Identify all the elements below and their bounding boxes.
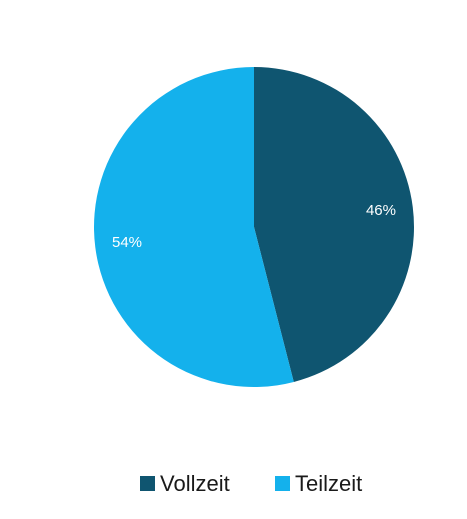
pie-slice [93,67,294,387]
legend-swatch [140,476,155,491]
pie-slice [254,67,414,382]
legend-label: Teilzeit [295,471,362,496]
legend-swatch [275,476,290,491]
value-label: 46% [366,202,396,219]
legend-label: Vollzeit [160,471,230,496]
value-label: 54% [112,234,142,251]
